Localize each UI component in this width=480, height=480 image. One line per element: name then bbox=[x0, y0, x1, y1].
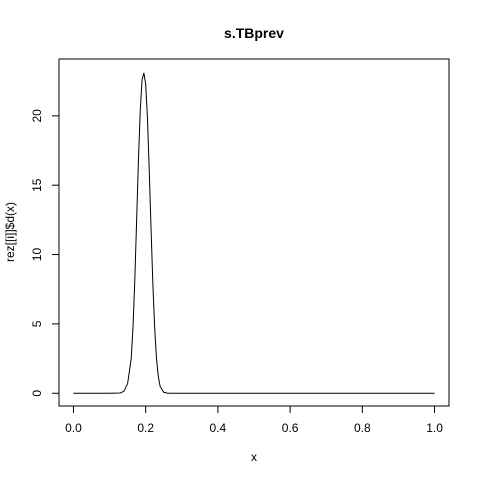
x-tick-label: 0.4 bbox=[210, 421, 227, 435]
x-tick-label: 0.8 bbox=[354, 421, 371, 435]
y-tick-label: 0 bbox=[30, 390, 44, 397]
y-axis: 0 5 10 15 20 bbox=[30, 109, 60, 397]
y-axis-label: rez[[i]]$d(x) bbox=[3, 202, 17, 262]
y-tick-label: 10 bbox=[30, 248, 44, 262]
y-tick-label: 15 bbox=[30, 178, 44, 192]
x-axis: 0.0 0.2 0.4 0.6 0.8 1.0 bbox=[65, 405, 443, 435]
x-tick-label: 0.6 bbox=[282, 421, 299, 435]
density-line bbox=[73, 72, 435, 394]
x-tick-label: 0.2 bbox=[137, 421, 154, 435]
y-tick-label: 20 bbox=[30, 109, 44, 123]
series-layer bbox=[73, 72, 435, 394]
chart-title: s.TBprev bbox=[224, 25, 284, 41]
plot-frame bbox=[58, 58, 450, 407]
x-tick-label: 0.0 bbox=[65, 421, 82, 435]
x-axis-label: x bbox=[251, 450, 257, 464]
y-tick-label: 5 bbox=[30, 320, 44, 327]
x-tick-label: 1.0 bbox=[426, 421, 443, 435]
